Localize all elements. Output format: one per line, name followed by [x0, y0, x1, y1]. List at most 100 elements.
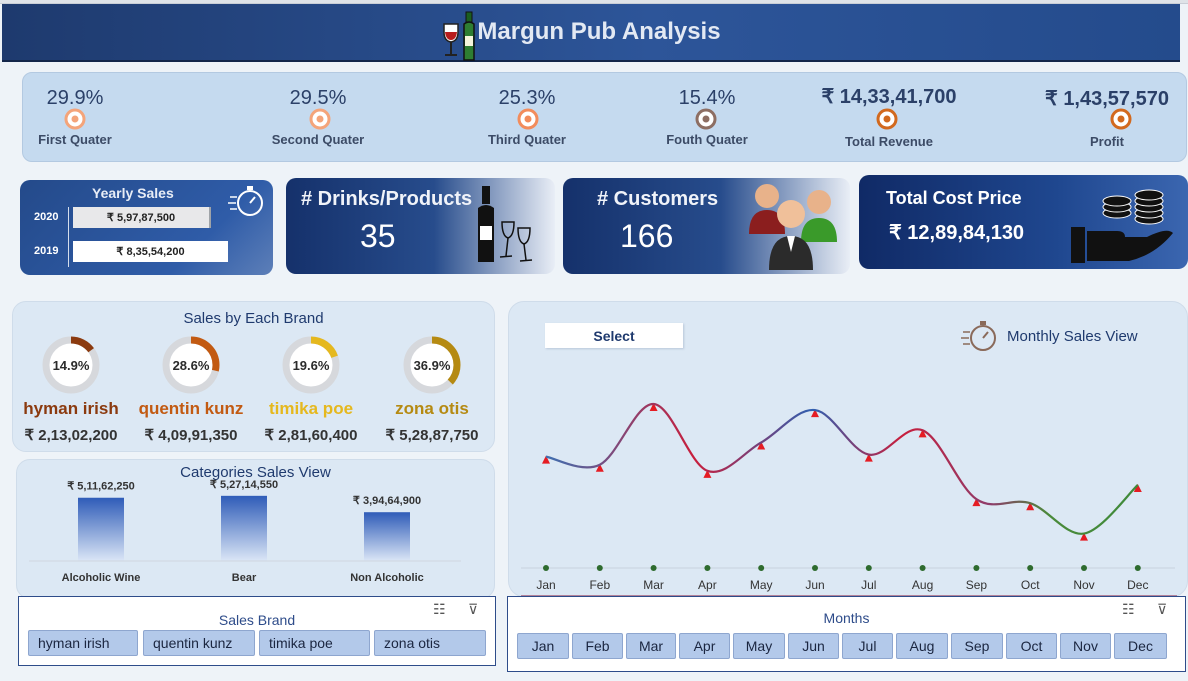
kpi-label: Third Quater — [487, 132, 566, 147]
month-slicer-item[interactable]: Sep — [951, 633, 1003, 659]
brand-donut-arc — [282, 336, 340, 394]
category-value-label: ₹ 5,11,62,250 — [67, 481, 135, 493]
brand-item: 14.9% hyman irish ₹ 2,13,02,200 — [11, 334, 131, 449]
brand-pct: 19.6% — [293, 358, 330, 373]
kpi-value: ₹ 14,33,41,700 — [821, 86, 957, 108]
month-axis-label: Jun — [805, 578, 824, 592]
kpi-label: Profit — [1090, 134, 1124, 149]
brand-value: ₹ 4,09,91,350 — [144, 427, 238, 444]
month-point — [1080, 532, 1088, 541]
kpi-marker — [517, 108, 539, 130]
month-point — [811, 409, 819, 418]
kpi-value: 15.4% — [678, 87, 736, 109]
sales-brand-slicer: Sales Brand ☷ ⊽ hyman irish quentin kunz… — [18, 596, 496, 666]
brand-slicer-item[interactable]: zona otis — [374, 630, 486, 656]
brand-pct: 14.9% — [53, 358, 90, 373]
month-slicer-item[interactable]: Jun — [788, 633, 839, 659]
month-slicer-item[interactable]: Jan — [517, 633, 569, 659]
kpi-label: Total Revenue — [845, 134, 933, 149]
month-base-dot — [1027, 565, 1034, 571]
brand-item: 28.6% quentin kunz ₹ 4,09,91,350 — [131, 334, 251, 449]
category-axis-label: Bear — [232, 572, 257, 584]
multi-select-icon[interactable]: ☷ — [433, 601, 446, 617]
monthly-sales-line-chart: Jan Feb Mar Apr May Jun Jul Aug Sep Oct Nov Dec — [521, 402, 1177, 597]
month-axis-label: Apr — [698, 578, 717, 592]
month-axis-label: Mar — [643, 578, 664, 592]
multi-select-icon[interactable]: ☷ — [1122, 601, 1135, 617]
month-axis-label: Oct — [1021, 578, 1040, 592]
categories-bar-chart: ₹ 5,11,62,250 Alcoholic Wine ₹ 5,27,14,550… — [29, 479, 477, 598]
month-slicer-item[interactable]: May — [733, 633, 785, 659]
category-bar — [221, 495, 267, 561]
drinks-value: 35 — [360, 218, 396, 254]
month-point — [918, 429, 927, 438]
month-axis-label: May — [750, 578, 773, 592]
brand-donut: 14.9% — [42, 336, 100, 394]
brand-slicer-item[interactable]: timika poe — [259, 630, 370, 656]
month-slicer-item[interactable]: Mar — [626, 633, 676, 659]
brand-donut: 28.6% — [162, 336, 220, 394]
wine-bottle-glasses-icon — [478, 186, 533, 262]
brand-donut: 19.6% — [282, 336, 340, 394]
kpi-label: Fouth Quater — [666, 132, 748, 147]
category-value-label: ₹ 5,27,14,550 — [210, 479, 278, 491]
brand-slicer-item[interactable]: quentin kunz — [143, 630, 255, 656]
month-base-dot — [973, 565, 980, 571]
clear-filter-icon[interactable]: ⊽ — [1157, 601, 1168, 617]
kpi-second-quarter: 29.5% Second Quater — [268, 87, 368, 147]
category-axis-label: Alcoholic Wine — [62, 572, 141, 584]
month-point — [1026, 502, 1035, 511]
category-value-label: ₹ 3,94,64,900 — [353, 495, 421, 507]
brand-donut: 36.9% — [403, 336, 461, 394]
page-title: Margun Pub Analysis — [477, 18, 721, 45]
wine-bottle-icon — [443, 11, 475, 61]
month-base-dot — [919, 565, 926, 571]
kpi-value: ₹ 1,43,57,570 — [1045, 88, 1169, 110]
year-2019-bar: ₹ 8,35,54,200 — [73, 241, 228, 262]
month-base-dot — [704, 565, 711, 571]
customers-group-icon — [749, 184, 837, 270]
brand-donut-arc — [162, 336, 220, 394]
drinks-label: # Drinks/Products — [301, 188, 473, 210]
month-point — [649, 403, 658, 411]
select-dropdown[interactable]: Select — [545, 323, 683, 348]
brand-name: zona otis — [395, 399, 469, 418]
year-2020-label: 2020 — [34, 211, 59, 223]
month-axis-label: Dec — [1127, 578, 1148, 592]
month-slicer-item[interactable]: Oct — [1006, 633, 1057, 659]
clear-filter-icon[interactable]: ⊽ — [468, 601, 479, 617]
year-2019-label: 2019 — [34, 245, 59, 257]
month-slicer-item[interactable]: Feb — [572, 633, 623, 659]
months-slicer-title: Months — [823, 610, 870, 626]
month-base-dot — [1081, 565, 1087, 571]
kpi-timeline — [64, 108, 1132, 130]
month-slicer-item[interactable]: Aug — [896, 633, 948, 659]
month-base-dot — [543, 565, 549, 571]
sales-by-brand-panel: Sales by Each Brand 14.9% hyman irish ₹ 2,… — [12, 301, 495, 452]
month-base-dot — [650, 565, 657, 571]
month-slicer-item[interactable]: Jul — [842, 633, 893, 659]
brand-item: 19.6% timika poe ₹ 2,81,60,400 — [251, 334, 371, 449]
kpi-marker — [64, 108, 86, 130]
categories-title: Categories Sales View — [180, 464, 331, 481]
kpi-value: 29.9% — [46, 87, 104, 109]
total-cost-card: Total Cost Price ₹ 12,89,84,130 — [859, 175, 1188, 269]
month-slicer-item[interactable]: Nov — [1060, 633, 1111, 659]
kpi-marker — [309, 108, 331, 130]
month-slicer-item[interactable]: Apr — [679, 633, 730, 659]
customers-card: # Customers 166 — [563, 178, 850, 274]
brand-slicer-item[interactable]: hyman irish — [28, 630, 138, 656]
sales-brand-slicer-title: Sales Brand — [218, 612, 296, 628]
month-base-dot — [812, 565, 818, 571]
month-slicer-item[interactable]: Dec — [1114, 633, 1167, 659]
kpi-marker — [1110, 108, 1132, 130]
kpi-third-quarter: 25.3% Third Quater — [485, 87, 569, 147]
sales-by-brand-title: Sales by Each Brand — [183, 310, 324, 327]
month-base-dot — [865, 565, 872, 571]
brand-value: ₹ 5,28,87,750 — [385, 427, 479, 444]
month-point — [864, 453, 873, 462]
categories-sales-panel: Categories Sales View ₹ 5,11,62,250 Alcoh… — [16, 459, 495, 599]
month-axis-label: Jan — [536, 578, 555, 592]
month-base-dot — [596, 565, 603, 571]
month-axis-label: Sep — [966, 578, 988, 592]
